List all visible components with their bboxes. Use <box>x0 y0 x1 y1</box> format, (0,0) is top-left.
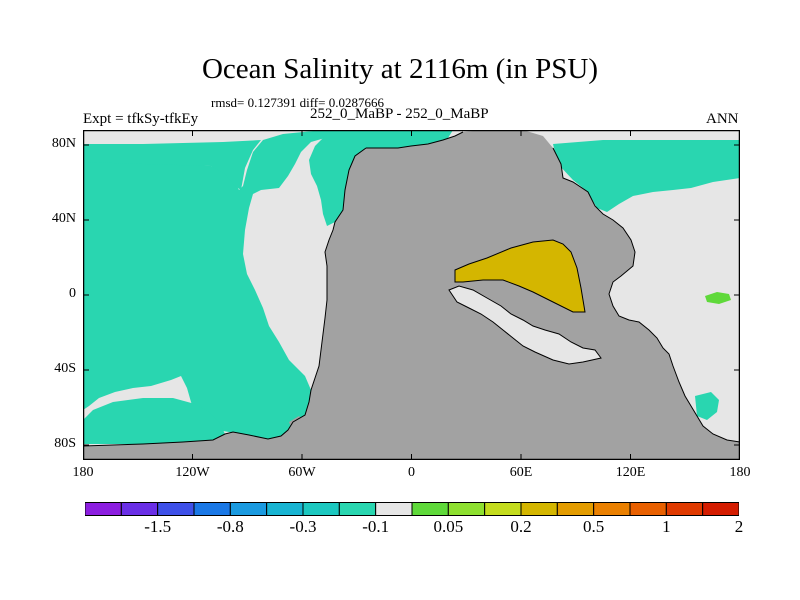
lon-label-6: 180 <box>729 465 751 480</box>
colorbar <box>85 502 739 516</box>
colorbar-box-17 <box>702 502 739 516</box>
colorbar-box-15 <box>629 502 667 516</box>
northwest-pacific-anomaly <box>83 140 261 190</box>
colorbar-label-4: 0.05 <box>433 517 464 536</box>
colorbar-box-16 <box>665 502 704 516</box>
colorbar-box-7 <box>338 502 377 516</box>
colorbar-box-4 <box>229 502 268 516</box>
southeast-anomaly <box>695 392 719 420</box>
colorbar-label-6: 0.5 <box>583 517 605 536</box>
colorbar-box-2 <box>157 502 195 516</box>
lon-label-0: 180 <box>72 465 94 480</box>
colorbar-label-8: 2 <box>734 517 744 536</box>
colorbar-box-13 <box>556 502 595 516</box>
north-atlantic-anomaly <box>309 130 453 226</box>
lat-label-3: 40S <box>54 361 76 376</box>
colorbar-box-0 <box>85 502 122 516</box>
eastern-green-anomaly <box>705 292 731 304</box>
colorbar-box-10 <box>447 502 486 516</box>
colorbar-label-5: 0.2 <box>510 517 532 536</box>
western-coastal-strip <box>289 416 305 432</box>
northeast-anomaly <box>553 140 740 212</box>
experiment-label: Expt = tfkSy-tfkEy <box>83 111 199 127</box>
season-label: ANN <box>706 111 739 127</box>
colorbar-box-1 <box>120 502 159 516</box>
map-title: Ocean Salinity at 2116m (in PSU) <box>201 53 599 85</box>
colorbar-box-3 <box>193 502 231 516</box>
colorbar-box-12 <box>520 502 558 516</box>
colorbar-label-3: -0.1 <box>362 517 390 536</box>
colorbar-label-0: -1.5 <box>144 517 172 536</box>
colorbar-box-11 <box>484 502 522 516</box>
coastline-outline <box>83 131 740 447</box>
colorbar-label-1: -0.8 <box>216 517 244 536</box>
colorbar-box-5 <box>266 502 304 516</box>
lat-label-0: 80N <box>51 136 76 151</box>
lat-label-2: 0 <box>69 286 76 301</box>
north-pacific-anomaly <box>83 130 363 439</box>
colorbar-box-6 <box>302 502 340 516</box>
inland-ocean-gap <box>449 286 601 364</box>
rmsd-diff-stats: rmsd= 0.127391 diff= 0.0287666 <box>211 95 384 110</box>
colorbar-box-8 <box>375 502 413 516</box>
colorbar-box-14 <box>593 502 631 516</box>
colorbar-label-7: 1 <box>662 517 671 536</box>
salinity-map <box>83 130 740 460</box>
case-label: 252_0_MaBP - 252_0_MaBP <box>310 106 489 122</box>
colorbar-label-2: -0.3 <box>289 517 317 536</box>
lon-label-1: 120W <box>175 465 210 480</box>
south-pacific-anomaly <box>83 398 225 444</box>
colorbar-box-9 <box>411 502 449 516</box>
central-landmass <box>83 130 740 460</box>
lat-label-1: 40N <box>51 211 76 226</box>
lon-label-2: 60W <box>288 465 316 480</box>
lat-label-4: 80S <box>54 436 76 451</box>
lon-label-3: 0 <box>408 465 415 480</box>
lon-label-4: 60E <box>509 465 533 480</box>
colorbar-boxes <box>85 502 739 516</box>
axis-ticks <box>83 130 740 460</box>
lon-label-5: 120E <box>615 465 646 480</box>
